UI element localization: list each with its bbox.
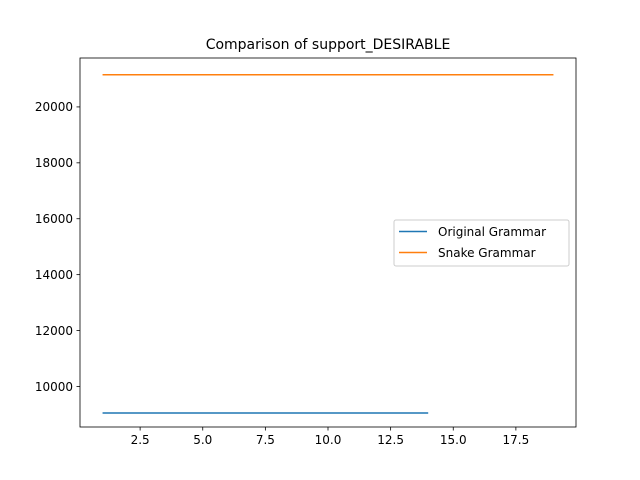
y-tick-label: 12000 <box>35 324 73 338</box>
legend: Original Grammar Snake Grammar <box>393 219 570 267</box>
legend-box <box>393 219 570 267</box>
axes: 2.5 5.0 7.5 10.0 12.5 15.0 17.5 10000 12000 14000… <box>35 57 577 447</box>
y-tick-label: 20000 <box>35 100 73 114</box>
x-tick-label: 5.0 <box>193 433 212 447</box>
chart-title: Comparison of support_DESIRABLE <box>206 37 451 53</box>
x-tick-label: 12.5 <box>377 433 404 447</box>
y-tick-label: 14000 <box>35 268 73 282</box>
x-tick-label: 7.5 <box>256 433 275 447</box>
y-tick-label: 10000 <box>35 380 73 394</box>
x-tick-label: 15.0 <box>440 433 467 447</box>
y-tick-label: 16000 <box>35 212 73 226</box>
y-tick-label: 18000 <box>35 156 73 170</box>
legend-label-1: Original Grammar <box>438 225 546 239</box>
x-tick-label: 2.5 <box>131 433 150 447</box>
plot-area <box>102 74 554 414</box>
x-tick-label: 10.0 <box>315 433 342 447</box>
x-tick-label: 17.5 <box>503 433 530 447</box>
legend-label-2: Snake Grammar <box>438 246 536 260</box>
